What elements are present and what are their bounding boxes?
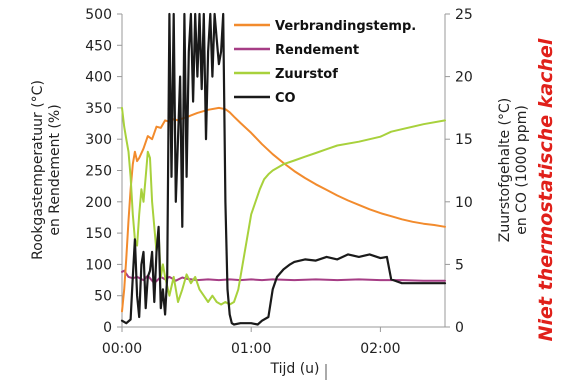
y-right-ticks: 0 5 10 15 20 25 xyxy=(445,7,473,336)
x-axis-label: Tijd (u) xyxy=(269,361,319,377)
legend-background xyxy=(230,14,415,100)
legend-label-rendement: Rendement xyxy=(275,43,359,58)
side-title: Niet thermostatische kachel xyxy=(535,38,557,341)
y-left-tick-label: 100 xyxy=(85,257,112,273)
y-axis-left-label: Rookgastemperatuur (°C) en Rendement (%) xyxy=(30,80,63,260)
x-tick-label: 00:00 xyxy=(102,341,142,357)
x-tick-label: 01:00 xyxy=(231,341,271,357)
y-left-tick-label: 50 xyxy=(94,289,112,305)
y-left-tick-label: 0 xyxy=(103,320,112,336)
series-line-zuurstof xyxy=(121,106,446,306)
y-left-tick-label: 450 xyxy=(85,38,112,54)
legend-label-co: CO xyxy=(275,91,296,106)
y-left-tick-label: 500 xyxy=(85,7,112,23)
y-right-tick-label: 0 xyxy=(455,320,464,336)
x-ticks: 00:00 01:00 02:00 xyxy=(102,327,401,357)
legend-label-verbrandingstemp: Verbrandingstemp. xyxy=(275,19,416,34)
y-right-tick-label: 5 xyxy=(455,257,464,273)
y-right-tick-label: 20 xyxy=(455,70,473,86)
y-right-tick-label: 25 xyxy=(455,7,473,23)
y-left-tick-label: 400 xyxy=(85,70,112,86)
series-line-verbrandingstemp xyxy=(121,106,446,313)
y-left-tick-label: 200 xyxy=(85,195,112,211)
y-right-tick-label: 15 xyxy=(455,132,473,148)
y-left-tick-label: 150 xyxy=(85,226,112,242)
y-left-tick-label: 300 xyxy=(85,132,112,148)
y-axis-right-label-line-2: en CO (1000 ppm) xyxy=(514,105,530,235)
series-layer xyxy=(120,12,447,326)
side-title-text: Niet thermostatische kachel xyxy=(535,38,557,341)
y-left-ticks: 0 50 100 150 200 250 300 350 400 450 500 xyxy=(85,7,122,336)
series-line-co xyxy=(120,12,447,326)
y-axis-right-label: Zuurstofgehalte (°C) en CO (1000 ppm) xyxy=(497,98,530,242)
legend: Verbrandingstemp. Rendement Zuurstof CO xyxy=(230,14,416,106)
y-axis-left-label-line-1: Rookgastemperatuur (°C) xyxy=(30,80,46,260)
y-axis-right-label-line-1: Zuurstofgehalte (°C) xyxy=(497,98,513,242)
x-tick-label: 02:00 xyxy=(360,341,400,357)
y-left-tick-label: 350 xyxy=(85,101,112,117)
y-right-tick-label: 10 xyxy=(455,195,473,211)
y-left-tick-label: 250 xyxy=(85,164,112,180)
y-axis-left-label-line-2: en Rendement (%) xyxy=(47,104,63,235)
legend-label-zuurstof: Zuurstof xyxy=(275,67,338,82)
